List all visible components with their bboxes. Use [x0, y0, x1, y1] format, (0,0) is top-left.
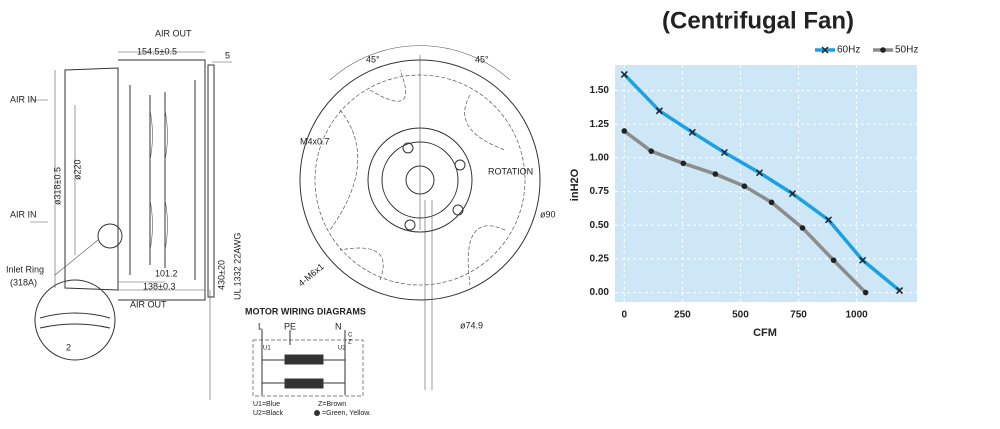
label: (318A) [10, 277, 37, 287]
label: M4x0.7 [300, 136, 330, 146]
point [688, 128, 696, 136]
y-tick-label: 0.50 [590, 220, 610, 231]
label: Z [348, 340, 352, 346]
label: AIR OUT [130, 299, 167, 309]
legend-marker [880, 47, 886, 53]
label: 101.2 [155, 268, 178, 278]
point [655, 107, 663, 115]
y-tick-label: 0.00 [590, 287, 610, 298]
label: 138±0.3 [143, 281, 175, 291]
point [621, 128, 628, 134]
point [680, 160, 687, 167]
label: Z=Brown [318, 401, 346, 408]
y-tick-label: 1.25 [590, 119, 610, 130]
legend-label: 60Hz [837, 45, 860, 56]
point [862, 289, 869, 296]
x-tick-label: 750 [790, 310, 807, 321]
label: L [258, 321, 263, 331]
point [620, 70, 628, 78]
label: ROTATION [488, 166, 533, 176]
label: U2=Black [253, 410, 284, 417]
x-axis-label: CFM [753, 327, 777, 339]
label: 2 [66, 342, 71, 352]
x-tick-label: 250 [674, 310, 691, 321]
chart: (Centrifugal Fan) CFM inH2O 0.00 0.25 0.50… [569, 7, 918, 339]
label: 5 [225, 50, 230, 60]
point [824, 216, 833, 224]
y-tick-label: 0.25 [590, 254, 610, 265]
y-tick-label: 0.75 [590, 186, 610, 197]
point [741, 183, 748, 189]
point [648, 148, 655, 154]
wiring-diagram: MOTOR WIRING DIAGRAMS L PE N U1 U2 Z C U… [245, 306, 371, 416]
label: ø220 [72, 159, 82, 180]
label: U2 [338, 346, 346, 352]
point [896, 287, 904, 295]
label: AIR IN [10, 94, 37, 104]
x-tick-label: 0 [622, 310, 628, 321]
label: C [348, 333, 353, 339]
label: UL 1332 22AWG [232, 233, 242, 300]
label: U1=Blue [253, 401, 280, 408]
label: 45° [366, 54, 380, 64]
label: 154.5±0.5 [137, 46, 177, 56]
front-view: 45° 45° M4x0.7 ROTATION ø90 4-M6x1 ø74.9 [296, 45, 556, 390]
label: =Green, Yellow. [322, 410, 371, 417]
label: 430±20 [216, 260, 226, 290]
legend-marker [821, 46, 829, 54]
label: 45° [475, 54, 489, 64]
label: PE [284, 321, 296, 331]
point [799, 225, 806, 231]
point [720, 148, 728, 157]
legend-label: 50Hz [895, 45, 918, 56]
point [859, 256, 867, 264]
point [768, 199, 775, 206]
label: 4-M6x1 [296, 261, 325, 288]
label: Inlet Ring [6, 264, 44, 274]
label: AIR OUT [155, 28, 192, 38]
point [712, 171, 719, 177]
label: N [335, 321, 342, 331]
point [788, 190, 797, 198]
side-view: AIR OUT 154.5±0.5 5 AIR IN ø318±0.5 ø220… [6, 28, 242, 400]
y-axis-label: inH2O [569, 168, 581, 201]
label: ø74.9 [460, 320, 483, 330]
chart-title: (Centrifugal Fan) [662, 7, 854, 34]
label: ø90 [540, 209, 556, 219]
y-tick-label: 1.00 [590, 153, 610, 164]
label: U1 [263, 346, 271, 352]
label: ø318±0.5 [52, 167, 62, 205]
y-tick-label: 1.50 [590, 85, 610, 96]
x-tick-label: 500 [732, 310, 749, 321]
label: MOTOR WIRING DIAGRAMS [245, 306, 366, 316]
label: AIR IN [10, 209, 37, 219]
x-tick-label: 1000 [845, 310, 868, 321]
point [830, 257, 837, 264]
point [755, 169, 764, 177]
